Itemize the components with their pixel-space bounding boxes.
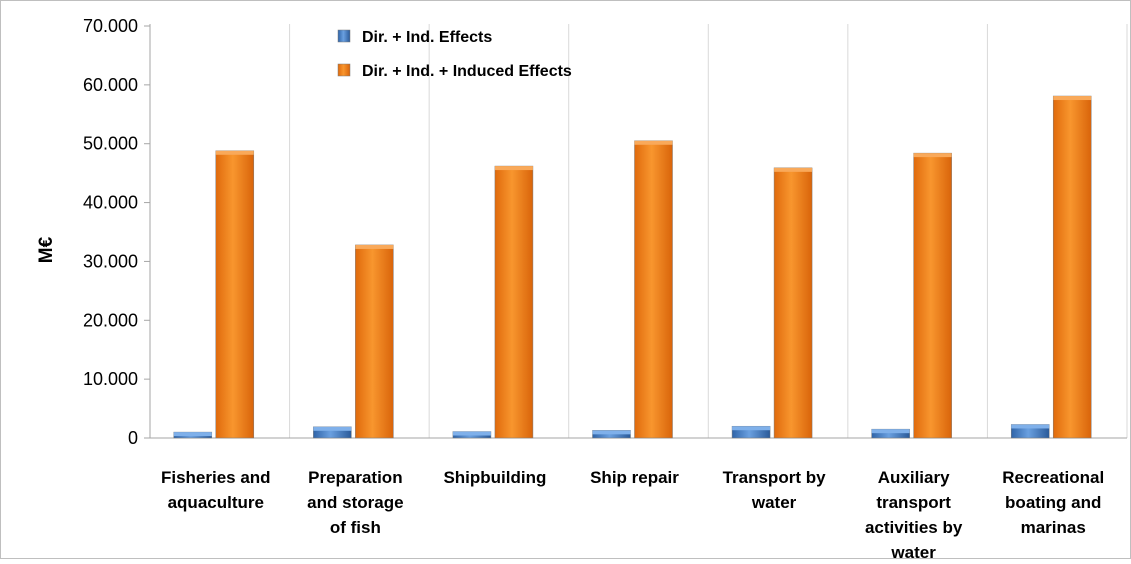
x-category-label: boating and — [1005, 493, 1101, 512]
bar-top-highlight — [494, 166, 533, 171]
y-tick-label: 40.000 — [83, 193, 138, 213]
x-category-label: transport — [876, 493, 951, 512]
x-category-label: Auxiliary — [878, 468, 950, 487]
bar-top-highlight — [871, 429, 910, 434]
bar-top-highlight — [452, 431, 491, 436]
bar-induced — [913, 152, 952, 439]
x-category-label: and storage — [307, 493, 403, 512]
x-category-label: water — [751, 493, 797, 512]
y-tick-label: 0 — [128, 428, 138, 448]
bar-top-highlight — [1011, 424, 1050, 429]
legend-label: Dir. + Ind. + Induced Effects — [362, 63, 572, 80]
bar-top-highlight — [215, 150, 254, 155]
x-category-label: aquaculture — [168, 493, 264, 512]
x-category-label: water — [890, 543, 936, 559]
y-tick-label: 70.000 — [83, 16, 138, 36]
bar-top-highlight — [1053, 96, 1092, 101]
bar-induced — [355, 244, 394, 439]
y-tick-label: 60.000 — [83, 75, 138, 95]
y-axis-label: M€ — [36, 236, 57, 263]
bar-induced — [1052, 95, 1092, 439]
bar-top-highlight — [774, 167, 813, 172]
legend-swatch — [337, 29, 351, 43]
bar-top-highlight — [732, 426, 771, 431]
bar-top-highlight — [592, 430, 631, 435]
bar-induced — [494, 165, 534, 439]
legend-swatch — [337, 63, 351, 77]
y-tick-label: 30.000 — [83, 251, 138, 271]
bar-top-highlight — [173, 432, 212, 437]
y-tick-label: 20.000 — [83, 310, 138, 330]
bar-induced — [215, 150, 255, 439]
x-category-label: activities by — [865, 518, 963, 537]
bar-induced — [634, 140, 673, 439]
bar-top-highlight — [313, 426, 352, 431]
x-category-label: Recreational — [1002, 468, 1104, 487]
bar-induced — [773, 167, 813, 439]
y-tick-label: 50.000 — [83, 134, 138, 154]
y-tick-label: 10.000 — [83, 369, 138, 389]
x-category-label: Transport by — [723, 468, 827, 487]
legend-label: Dir. + Ind. Effects — [362, 29, 492, 46]
bar-top-highlight — [913, 153, 952, 158]
x-category-label: of fish — [330, 518, 381, 537]
x-category-label: Shipbuilding — [443, 468, 546, 487]
x-category-label: Ship repair — [590, 468, 679, 487]
bar-top-highlight — [355, 244, 394, 249]
x-category-label: Preparation — [308, 468, 402, 487]
x-category-label: Fisheries and — [161, 468, 271, 487]
bar-top-highlight — [634, 140, 673, 145]
x-category-label: marinas — [1021, 518, 1086, 537]
